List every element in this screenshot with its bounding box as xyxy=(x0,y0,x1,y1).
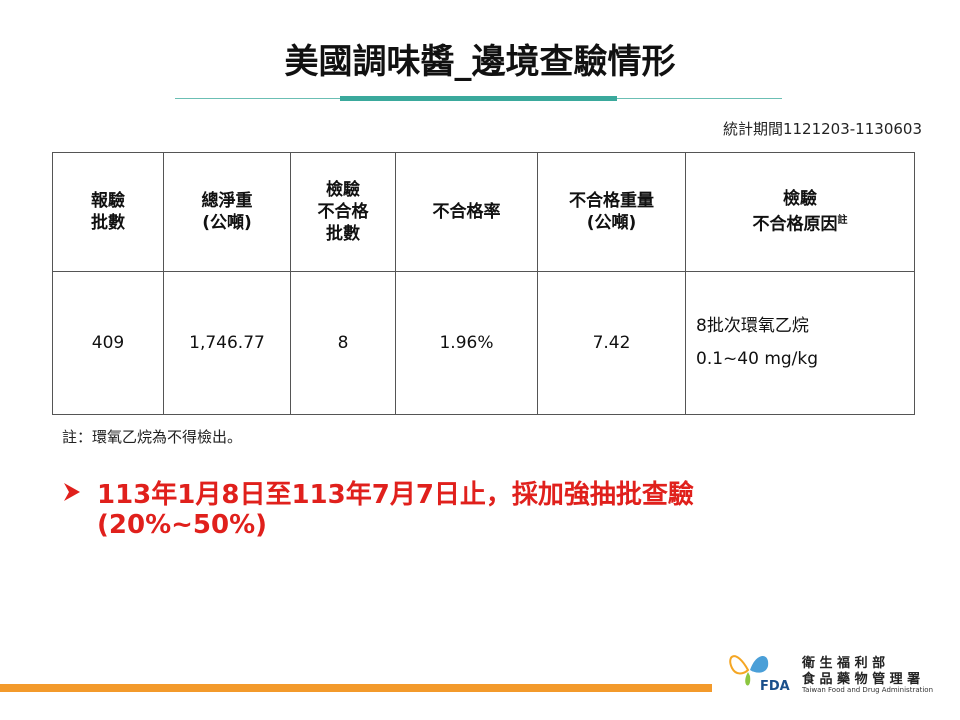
cell-text: 7.42 xyxy=(592,333,631,353)
cell-line: 0.1~40 mg/kg xyxy=(696,349,819,369)
data-row: 409 1,746.77 8 1.96% 7.42 8批次環氧乙烷 0.1~40 mg/kg xyxy=(52,271,915,415)
header-row: 報驗 批數 總淨重 (公噸) 檢驗 不合格 批數 不合格率 不合格重量 (公噸) 檢驗 不合格原因註 xyxy=(52,152,915,272)
logo-line: 食 品 藥 物 管 理 署 xyxy=(802,672,921,687)
header-cell: 檢驗 不合格 批數 xyxy=(290,152,396,272)
cell-line: 不合格原因註 xyxy=(752,214,848,235)
logo-english: Taiwan Food and Drug Administration xyxy=(802,686,934,694)
cell-line: 報驗 xyxy=(91,191,125,211)
cell-line: 8批次環氧乙烷 xyxy=(696,316,809,336)
highlight: 113年1月8日至113年7月7日止，採加強抽批查驗 xyxy=(97,480,694,510)
header-cell: 檢驗不合格原因註 xyxy=(685,152,915,272)
footer-bar xyxy=(0,684,712,692)
data-cell: 1.96% xyxy=(395,271,538,415)
period: 統計期間1121203-1130603 xyxy=(722,120,922,138)
logo-icon xyxy=(729,655,769,686)
header-cell: 報驗 批數 xyxy=(52,152,164,272)
cell-line: 批數 xyxy=(326,224,360,244)
rule-accent xyxy=(340,96,617,101)
cell-line: 檢驗 xyxy=(326,180,360,200)
cell-line: 檢驗 xyxy=(783,189,817,210)
data-cell: 409 xyxy=(52,271,164,415)
cell-line: 不合格率 xyxy=(432,202,501,222)
cell-text: 8 xyxy=(337,333,349,353)
data-cell: 7.42 xyxy=(537,271,686,415)
cell-line: 不合格重量 xyxy=(569,191,654,211)
header-sup: 註 xyxy=(837,215,848,227)
header-cell: 不合格重量 (公噸) xyxy=(537,152,686,272)
table: 報驗 批數 總淨重 (公噸) 檢驗 不合格 批數 不合格率 不合格重量 (公噸) 檢驗 不合格原因註 4… xyxy=(52,152,915,415)
cell-line: (公噸) xyxy=(586,213,637,233)
header-cell: 不合格率 xyxy=(395,152,538,272)
data-cell: 1,746.77 xyxy=(163,271,291,415)
logo-mark: FDA xyxy=(760,679,790,694)
cell-line: 批數 xyxy=(91,213,125,233)
highlight: (20%~50%) xyxy=(97,510,268,540)
cell-text: 1.96% xyxy=(439,333,494,353)
data-cell: 8批次環氧乙烷 0.1~40 mg/kg xyxy=(685,271,915,415)
bullet xyxy=(64,483,80,501)
logo-line: 衛 生 福 利 部 xyxy=(802,656,886,671)
cell-text: 1,746.77 xyxy=(189,333,265,353)
title: 美國調味醬_邊境查驗情形 xyxy=(284,42,676,82)
cell-line: 總淨重 xyxy=(201,191,253,211)
note: 註：環氧乙烷為不得檢出。 xyxy=(62,428,243,446)
cell-line: 不合格 xyxy=(317,202,369,222)
data-cell: 8 xyxy=(290,271,396,415)
cell-line: (公噸) xyxy=(202,213,252,233)
header-cell: 總淨重 (公噸) xyxy=(163,152,291,272)
cell-text: 409 xyxy=(91,333,125,353)
